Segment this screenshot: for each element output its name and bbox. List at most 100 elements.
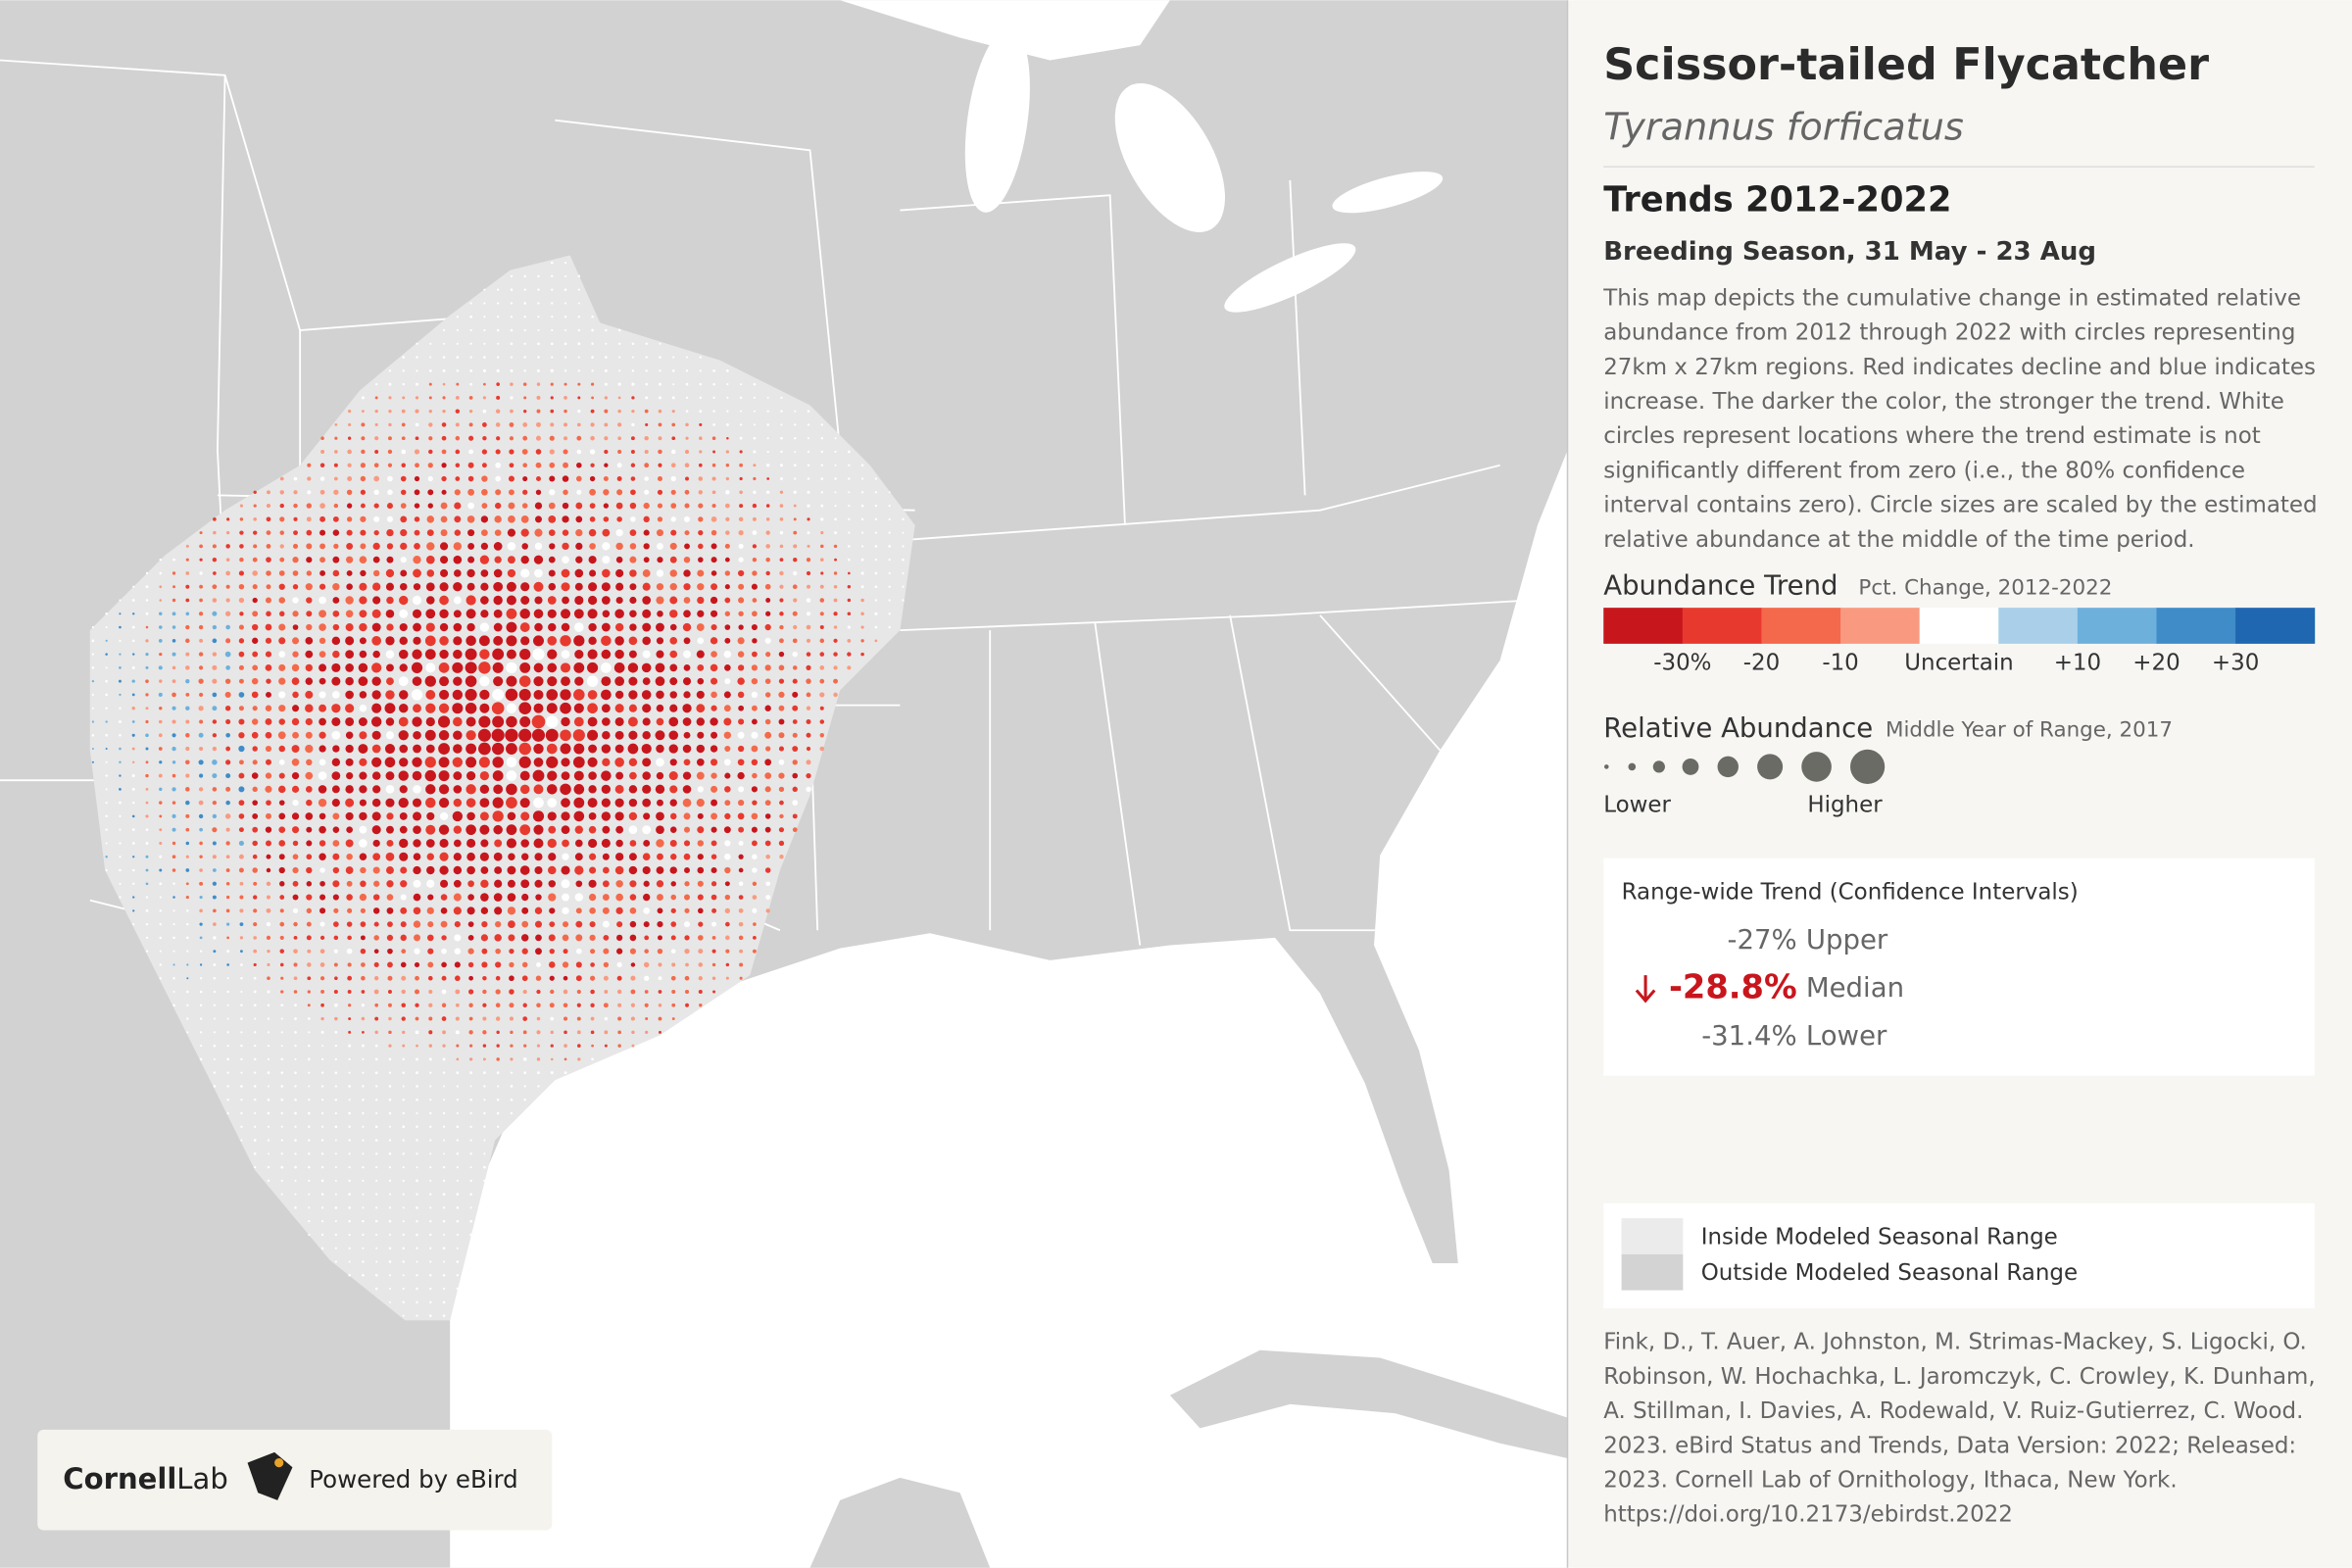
trend-dot bbox=[629, 529, 637, 536]
trend-dot bbox=[682, 798, 692, 808]
trend-dot bbox=[563, 1003, 568, 1008]
trend-dot bbox=[509, 422, 514, 427]
trend-dot bbox=[428, 409, 432, 414]
trend-dot bbox=[414, 934, 420, 942]
trend-dot bbox=[348, 1099, 351, 1102]
trend-dot bbox=[819, 678, 825, 684]
trend-dot bbox=[601, 798, 611, 808]
trend-dot bbox=[535, 948, 542, 956]
trend-dot bbox=[752, 651, 758, 658]
trend-dot bbox=[696, 758, 705, 766]
trend-dot bbox=[332, 623, 340, 631]
trend-legend-title: Abundance Trend bbox=[1603, 570, 1838, 602]
trend-dot bbox=[506, 703, 517, 713]
trend-dot bbox=[452, 662, 464, 673]
trend-dot bbox=[807, 477, 810, 480]
trend-dot bbox=[452, 757, 464, 767]
trend-dot bbox=[362, 410, 365, 414]
trend-dot bbox=[591, 369, 594, 372]
trend-dot bbox=[320, 1016, 324, 1021]
trend-dot bbox=[548, 502, 556, 510]
trend-dot bbox=[888, 531, 891, 534]
trend-dot bbox=[456, 1206, 460, 1209]
trend-dot bbox=[185, 598, 190, 603]
trend-dot bbox=[334, 423, 338, 426]
trend-dot bbox=[493, 635, 504, 646]
trend-dot bbox=[305, 677, 314, 685]
trend-dot bbox=[466, 515, 475, 523]
trend-dot bbox=[860, 612, 864, 616]
trend-dot bbox=[400, 961, 407, 968]
trend-dot bbox=[724, 772, 731, 779]
trend-dot bbox=[560, 729, 571, 742]
trend-dot bbox=[373, 475, 380, 482]
trend-dot bbox=[468, 449, 474, 455]
trend-dot bbox=[764, 692, 771, 698]
trend-dot bbox=[267, 490, 270, 495]
trend-dot bbox=[518, 742, 531, 756]
trend-dot bbox=[440, 811, 449, 820]
trend-dot bbox=[537, 342, 540, 346]
trend-dot bbox=[308, 1071, 311, 1074]
trend-dot bbox=[384, 757, 396, 768]
trend-dot bbox=[442, 1273, 446, 1277]
trend-dot bbox=[119, 828, 122, 831]
trend-dot bbox=[305, 731, 313, 739]
trend-dot bbox=[359, 622, 368, 632]
trend-dot bbox=[642, 717, 651, 726]
trend-dot bbox=[416, 342, 418, 345]
trend-dot bbox=[656, 583, 664, 591]
trend-dot bbox=[212, 624, 218, 630]
trend-dot bbox=[185, 827, 190, 832]
trend-dot bbox=[765, 504, 770, 508]
trend-dot bbox=[172, 571, 176, 575]
trend-dot bbox=[199, 990, 203, 994]
trend-dot bbox=[426, 906, 434, 914]
trend-dot bbox=[563, 949, 568, 955]
trend-dot bbox=[456, 1247, 459, 1250]
trend-dot bbox=[601, 770, 612, 781]
trend-dot bbox=[710, 596, 718, 605]
trend-dot bbox=[334, 1004, 338, 1007]
trend-dot bbox=[185, 558, 189, 562]
trend-dot bbox=[641, 743, 652, 755]
trend-dot bbox=[738, 583, 745, 590]
trend-dot bbox=[792, 813, 798, 819]
trend-dot bbox=[574, 582, 583, 591]
inside-label: Inside Modeled Seasonal Range bbox=[1701, 1225, 2058, 1250]
trend-dot bbox=[656, 825, 664, 835]
trend-dot bbox=[469, 1152, 472, 1155]
trend-dot bbox=[738, 543, 744, 549]
trend-dot bbox=[212, 895, 217, 900]
trend-dot bbox=[765, 746, 771, 752]
trend-dot bbox=[629, 920, 637, 928]
trend-dot bbox=[278, 812, 286, 820]
trend-dot bbox=[576, 1016, 581, 1021]
trend-dot bbox=[370, 716, 382, 727]
trend-dot bbox=[724, 637, 731, 644]
trend-dot bbox=[429, 1233, 432, 1237]
trend-dot bbox=[400, 557, 407, 564]
trend-dot bbox=[362, 1247, 365, 1250]
trend-dot bbox=[374, 1030, 378, 1034]
trend-dot bbox=[710, 731, 718, 739]
trend-dot bbox=[360, 475, 367, 482]
trend-dot bbox=[684, 921, 691, 928]
trend-dot bbox=[212, 557, 218, 563]
trend-dot bbox=[278, 866, 285, 874]
trend-dot bbox=[589, 853, 597, 860]
trend-dot bbox=[778, 840, 785, 847]
trend-dot bbox=[604, 1044, 608, 1048]
trend-dot bbox=[699, 436, 703, 440]
trend-dot bbox=[172, 976, 175, 980]
trend-dot bbox=[807, 544, 810, 548]
trend-dot bbox=[683, 853, 691, 860]
trend-dot bbox=[547, 609, 557, 618]
trend-dot bbox=[685, 369, 689, 372]
trend-dot bbox=[159, 855, 163, 858]
trend-dot bbox=[628, 811, 638, 821]
trend-dot bbox=[362, 1179, 365, 1182]
trend-dot bbox=[874, 625, 878, 629]
trend-dot bbox=[550, 989, 555, 995]
trend-dot bbox=[320, 1247, 324, 1250]
